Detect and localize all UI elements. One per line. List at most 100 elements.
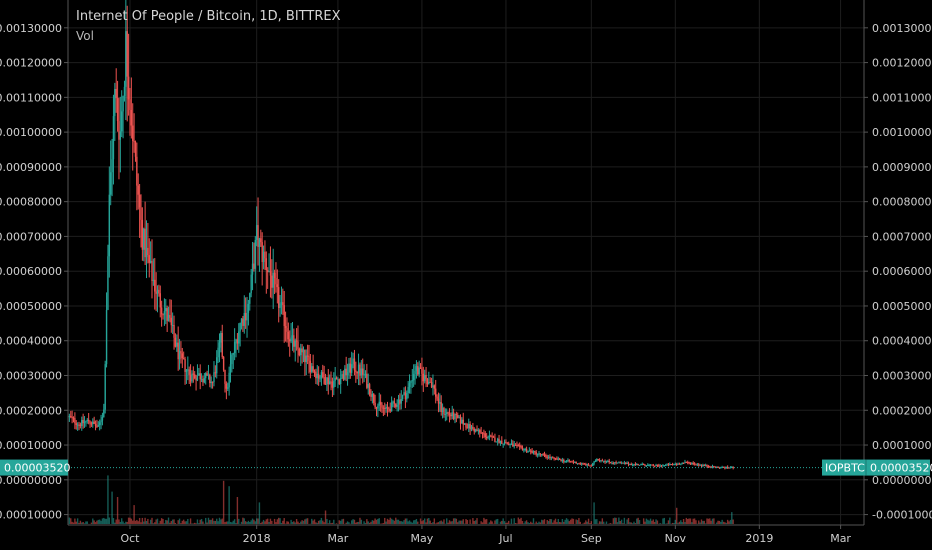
candle-body (415, 366, 418, 371)
candle-body (83, 421, 86, 424)
candle-body (655, 464, 657, 466)
candle-body (616, 462, 619, 464)
candle-body (575, 461, 577, 464)
candle-body (250, 274, 252, 294)
candle-body (692, 463, 694, 465)
candle-body (578, 463, 580, 465)
candle-body (516, 445, 518, 447)
volume-bar (160, 518, 163, 524)
volume-bar (612, 518, 615, 524)
candle-body (290, 337, 292, 342)
y-axis-left[interactable]: 0.00130000 0.00120000 0.00110000 0.00100000… (0, 22, 68, 522)
volume-bar (262, 519, 265, 524)
candle-body (257, 225, 259, 247)
y-tick-label-right: 0.00020000 (872, 404, 932, 417)
volume-bar (647, 519, 649, 524)
candle-body (417, 366, 419, 375)
volume-bar (163, 523, 166, 524)
candle-body (87, 419, 90, 422)
volume-bar (585, 520, 587, 524)
candle-body (305, 355, 307, 363)
candle-body (687, 462, 689, 464)
volume-bar (496, 518, 499, 524)
candle-body (357, 364, 360, 374)
candle-body (155, 291, 157, 294)
candle-body (308, 356, 310, 361)
candle-body (637, 464, 639, 466)
candle-body (338, 379, 341, 385)
candle-body (328, 381, 331, 385)
candle-body (430, 382, 433, 388)
volume-bar (527, 522, 529, 524)
candle-body (352, 358, 354, 365)
volume-bar (193, 522, 196, 524)
volume-bar (691, 522, 693, 524)
candle-body (693, 463, 696, 465)
candle-body (567, 460, 569, 462)
volume-bar (198, 523, 200, 524)
volume-bar (218, 517, 221, 524)
candle-body (311, 366, 313, 372)
candle-body (96, 425, 98, 427)
candle-body (528, 450, 531, 452)
candle-body (136, 156, 138, 186)
candle-body (615, 462, 617, 464)
volume-bar (724, 522, 726, 524)
x-axis[interactable]: Oct 2018 Mar May Jul Sep Nov 2019 Mar (120, 525, 851, 545)
candle-body (162, 314, 164, 316)
candle-body (404, 392, 407, 400)
volume-bar (652, 519, 654, 524)
volume-bar (366, 519, 368, 524)
volume-bar (653, 521, 656, 524)
volume-bar (440, 520, 442, 524)
candle-body (450, 414, 452, 417)
volume-bar (129, 517, 131, 524)
y-tick-label-right: 0.00000000 (872, 474, 932, 487)
candle-body (412, 374, 415, 381)
volume-bar (231, 522, 233, 524)
candle-body (222, 356, 225, 370)
symbol-tag-text: IOPBTC (825, 462, 865, 475)
volume-bar (481, 522, 484, 524)
volume-bar (457, 522, 459, 524)
candle-body (93, 421, 95, 424)
candle-body (591, 463, 594, 467)
volume-bar (283, 518, 285, 524)
candle-body (542, 454, 544, 456)
volume-bar (331, 522, 334, 524)
candle-body (227, 387, 229, 389)
y-axis-right[interactable]: 0.00130000 0.00120000 0.00110000 0.00100000… (864, 22, 932, 522)
volume-label[interactable]: Vol (76, 29, 94, 43)
candle-body (280, 302, 283, 304)
candle-body (362, 368, 364, 375)
volume-bar (152, 523, 155, 524)
volume-bar (451, 521, 453, 524)
volume-bar (571, 518, 573, 524)
candle-body (229, 364, 232, 373)
candle-body (121, 111, 123, 132)
candle-body (596, 459, 598, 462)
volume-bar (596, 519, 598, 524)
candle-body (199, 373, 201, 380)
candle-body (203, 378, 206, 383)
volume-bar (620, 519, 623, 524)
volume-bar (359, 517, 361, 524)
candle-body (601, 460, 604, 462)
volume-bar (312, 520, 314, 524)
volume-bar (403, 520, 405, 524)
candle-body (276, 284, 279, 288)
volume-bar (286, 521, 288, 524)
candle-body (327, 377, 329, 385)
candle-body (425, 374, 427, 380)
candle-body (658, 465, 660, 467)
candle-body (145, 247, 148, 258)
candle-body (517, 445, 520, 447)
volume-bar (196, 519, 199, 524)
volume-bar (244, 521, 247, 524)
volume-bar (189, 518, 192, 524)
candle-body (439, 402, 441, 404)
candle-body (696, 464, 699, 466)
volume-bar (207, 517, 210, 524)
candle-body (421, 368, 423, 374)
